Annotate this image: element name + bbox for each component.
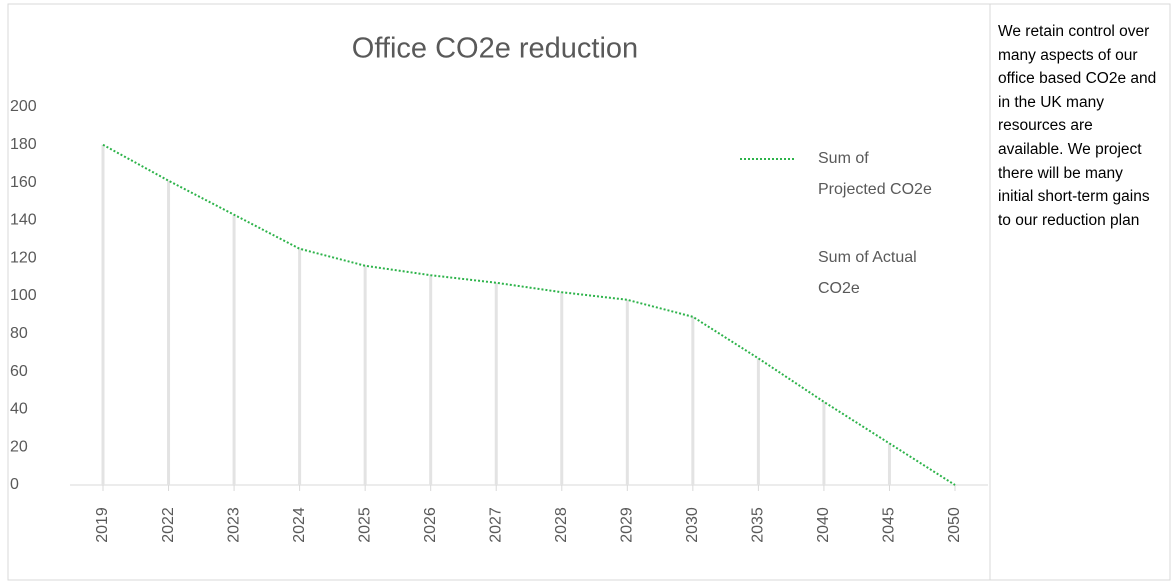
x-tick-label: 2028: [553, 507, 570, 543]
y-tick-label: 80: [10, 325, 28, 342]
y-tick-label: 40: [10, 401, 28, 418]
x-tick-label: 2050: [946, 507, 963, 543]
y-tick-label: 120: [10, 249, 37, 266]
x-tick-label: 2027: [487, 507, 504, 543]
y-tick-label: 180: [10, 136, 37, 153]
y-tick-label: 160: [10, 174, 37, 191]
legend-label: Sum of Actual CO2e: [818, 249, 917, 297]
y-tick-label: 140: [10, 212, 37, 229]
y-tick-label: 100: [10, 287, 37, 304]
text-border: [989, 3, 1171, 581]
x-tick-label: 2022: [160, 507, 177, 543]
y-tick-label: 60: [10, 363, 28, 380]
x-tick-label: 2024: [291, 507, 308, 543]
chart-title: Office CO2e reduction: [352, 33, 638, 65]
side-text: We retain control over many aspects of o…: [998, 23, 1157, 229]
y-tick-label: 20: [10, 438, 28, 455]
y-tick-label: 0: [10, 476, 19, 493]
series-line: [102, 143, 956, 486]
x-tick-label: 2019: [94, 507, 111, 543]
x-tick-label: 2023: [225, 507, 242, 543]
x-tick-label: 2026: [422, 507, 439, 543]
legend-label: Sum of Projected CO2e: [818, 150, 932, 198]
y-tick-label: 200: [10, 98, 37, 115]
x-tick-label: 2030: [684, 507, 701, 543]
x-tick-label: 2025: [356, 507, 373, 543]
x-tick-label: 2040: [815, 507, 832, 543]
x-tick-label: 2045: [881, 507, 898, 543]
x-tick-label: 2035: [750, 507, 767, 543]
chart-border: [7, 3, 991, 581]
x-tick-label: 2029: [619, 507, 636, 543]
